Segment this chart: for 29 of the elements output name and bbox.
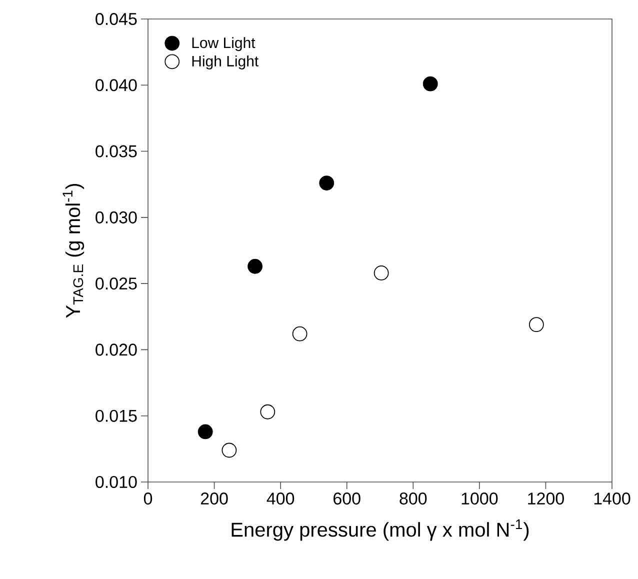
y-tick-label: 0.015 [96, 410, 137, 422]
x-tick-label: 1200 [528, 492, 564, 505]
y-tick-label: 0.020 [96, 344, 137, 356]
point [374, 266, 389, 280]
x-tick-label: 0 [144, 492, 152, 505]
point [260, 404, 276, 420]
point [422, 76, 438, 92]
y-tick-label: 0.045 [96, 12, 137, 26]
legend-label: Low Light [192, 37, 256, 52]
x-tick-label: 1400 [594, 492, 630, 505]
x-axis-title: Energy pressure (mol γ x mol N$^{-1}$) [232, 519, 529, 541]
y-axis-title: Y$_{TAG.E}$ (g mol$^{-1}$) [62, 184, 84, 318]
x-tick-label: 600 [334, 492, 360, 505]
point [198, 424, 213, 440]
y-tick-label: 0.030 [96, 211, 137, 224]
y-tick-label: 0.035 [96, 145, 137, 158]
legend-label: High Light [192, 55, 259, 70]
point [222, 442, 237, 458]
y-tick-label: 0.040 [96, 79, 137, 92]
x-tick-label: 800 [400, 492, 427, 505]
x-tick-label: 1000 [462, 492, 498, 505]
point [319, 176, 334, 190]
x-tick-label: 400 [266, 492, 294, 505]
point [292, 326, 308, 342]
point [528, 317, 544, 332]
y-tick-label: 0.025 [96, 278, 137, 290]
x-tick-label: 200 [200, 492, 228, 505]
y-tick-label: 0.010 [96, 476, 137, 488]
point [248, 258, 263, 274]
